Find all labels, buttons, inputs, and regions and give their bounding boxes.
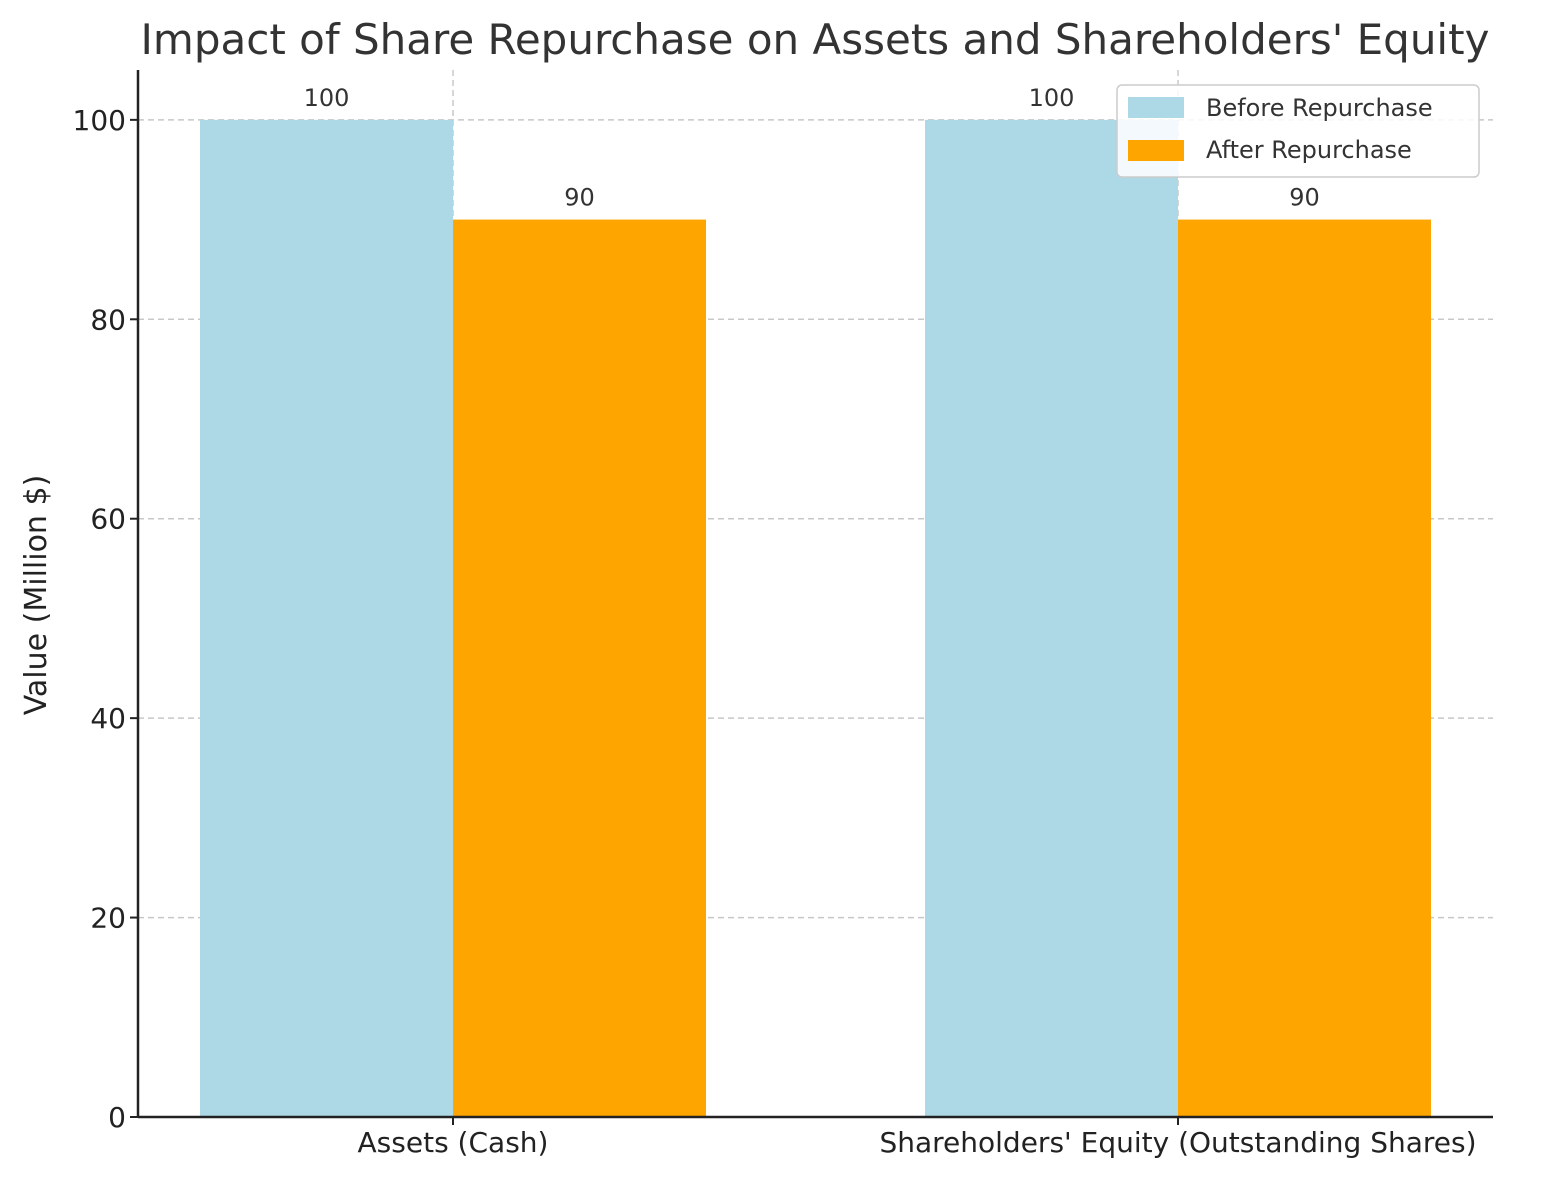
- data-labels: 100 90 100 90: [304, 84, 1320, 212]
- legend-swatch-before: [1128, 97, 1184, 118]
- axes: [136, 70, 1493, 1119]
- x-category-label: Assets (Cash): [358, 1126, 549, 1159]
- data-label: 90: [564, 184, 595, 212]
- y-tick-label: 100: [73, 104, 126, 137]
- legend: Before Repurchase After Repurchase: [1116, 84, 1480, 178]
- data-label: 90: [1289, 184, 1320, 212]
- bar-after-1: [1178, 219, 1431, 1118]
- legend-swatch-after: [1128, 140, 1184, 161]
- legend-label-before: Before Repurchase: [1206, 94, 1433, 122]
- y-tick-label: 20: [90, 902, 126, 935]
- y-axis-label: Value (Million $): [19, 475, 54, 716]
- data-label: 100: [1029, 84, 1075, 112]
- y-tick-label: 0: [108, 1101, 126, 1134]
- legend-label-after: After Repurchase: [1206, 136, 1412, 164]
- bar-after-0: [453, 219, 706, 1118]
- y-tick-label: 60: [90, 503, 126, 536]
- y-tick-label: 40: [90, 702, 126, 735]
- bars: [200, 119, 1431, 1118]
- x-category-label: Shareholders' Equity (Outstanding Shares…: [879, 1126, 1476, 1159]
- legend-box: [1116, 84, 1480, 178]
- chart-title: Impact of Share Repurchase on Assets and…: [141, 15, 1490, 64]
- ticks: 0 20 40 60 80 100 Assets (Cash) Shareholders' E…: [73, 104, 1477, 1159]
- data-label: 100: [304, 84, 350, 112]
- bar-before-0: [200, 119, 453, 1118]
- y-tick-label: 80: [90, 303, 126, 336]
- bar-before-1: [925, 119, 1178, 1118]
